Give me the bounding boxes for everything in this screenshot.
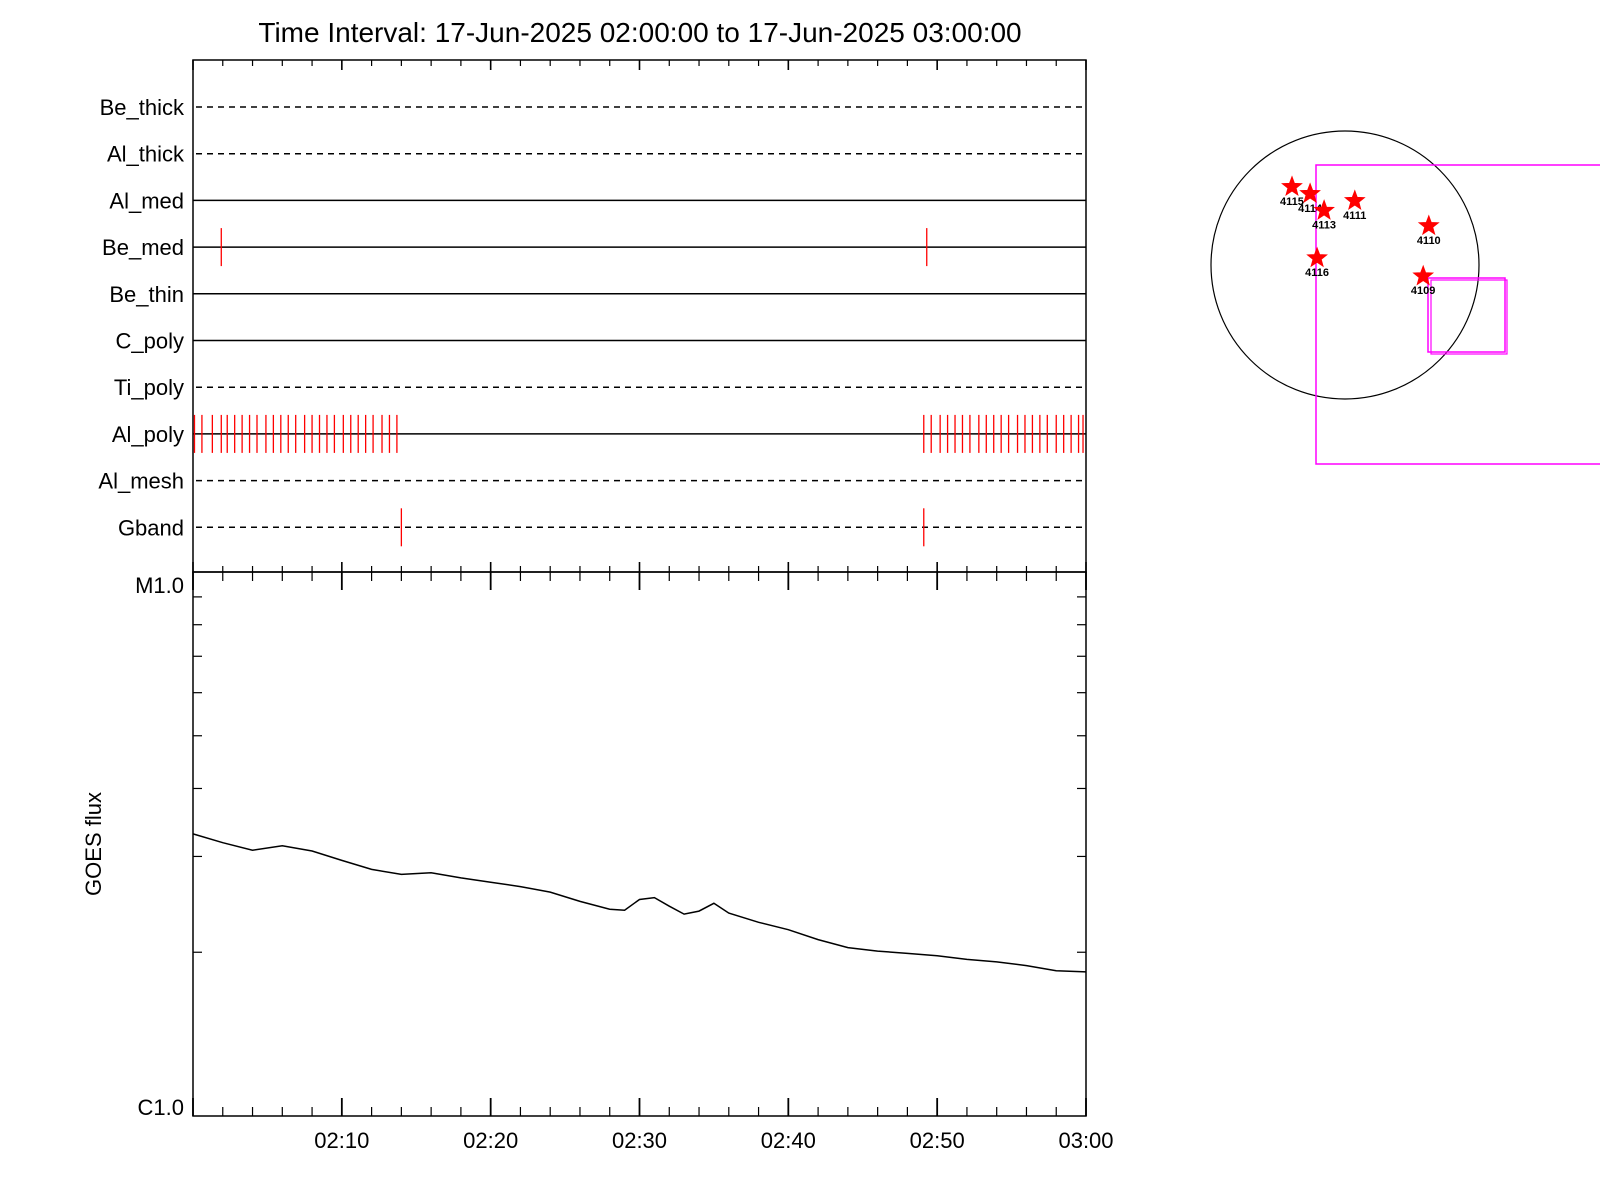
flux-ticks	[192, 572, 1087, 1116]
x-tick-label: 02:40	[761, 1128, 816, 1153]
active-region-label: 4109	[1411, 285, 1435, 297]
filter-label-al-poly: Al_poly	[112, 422, 184, 447]
active-region-star	[1313, 199, 1335, 220]
active-region-star	[1412, 264, 1435, 286]
field-of-view-large	[1315, 164, 1600, 465]
y-tick-label-top: M1.0	[135, 573, 184, 598]
x-tick-label: 02:20	[463, 1128, 518, 1153]
x-tick-label: 02:50	[910, 1128, 965, 1153]
filter-label-be-thick: Be_thick	[100, 95, 185, 120]
timeline-frame	[192, 59, 1087, 573]
filter-label-gband: Gband	[118, 515, 184, 540]
filter-label-al-med: Al_med	[109, 188, 184, 213]
timeline-ticks	[192, 60, 1087, 572]
x-tick-labels: 02:10 02:20 02:30 02:40 02:50 03:00	[314, 1128, 1113, 1153]
x-tick-label: 02:10	[314, 1128, 369, 1153]
field-of-view-small-1	[1427, 277, 1506, 353]
filter-timeline-panel: Be_thick Al_thick Al_med Be_med Be_thin C_pol…	[98, 59, 1087, 573]
active-region-star	[1299, 182, 1321, 204]
y-axis-label: GOES flux	[81, 792, 106, 896]
goes-flux-panel: M1.0 C1.0 GOES flux 02:10 02:20 02:30 02:40…	[81, 571, 1114, 1153]
active-region-label: 4114	[1298, 203, 1323, 215]
filter-label-be-med: Be_med	[102, 235, 184, 260]
filter-label-c-poly: C_poly	[116, 329, 184, 354]
field-of-view-small-2	[1430, 279, 1508, 355]
flux-frame	[192, 571, 1087, 1117]
active-region-label: 4116	[1305, 267, 1329, 279]
active-region-star	[1343, 189, 1366, 211]
x-tick-label: 02:30	[612, 1128, 667, 1153]
active-region-label: 4111	[1343, 210, 1366, 222]
active-region-label: 4115	[1280, 196, 1304, 208]
y-tick-label-bottom: C1.0	[138, 1095, 184, 1120]
active-region-label: 4110	[1417, 235, 1441, 247]
x-tick-label: 03:00	[1058, 1128, 1113, 1153]
filter-label-al-thick: Al_thick	[107, 142, 185, 167]
active-region-label: 4113	[1312, 220, 1336, 232]
active-region-star	[1281, 175, 1303, 197]
solar-limb	[1210, 130, 1480, 400]
filter-rows: Be_thick Al_thick Al_med Be_med Be_thin C_pol…	[98, 95, 1086, 547]
filter-label-ti-poly: Ti_poly	[114, 375, 184, 400]
filter-label-be-thin: Be_thin	[109, 282, 184, 307]
filter-label-al-mesh: Al_mesh	[98, 469, 184, 494]
chart-title: Time Interval: 17-Jun-2025 02:00:00 to 1…	[258, 17, 1021, 48]
goes-flux-line	[192, 833, 1087, 973]
active-region-star	[1306, 246, 1328, 268]
active-region-star	[1417, 214, 1440, 236]
